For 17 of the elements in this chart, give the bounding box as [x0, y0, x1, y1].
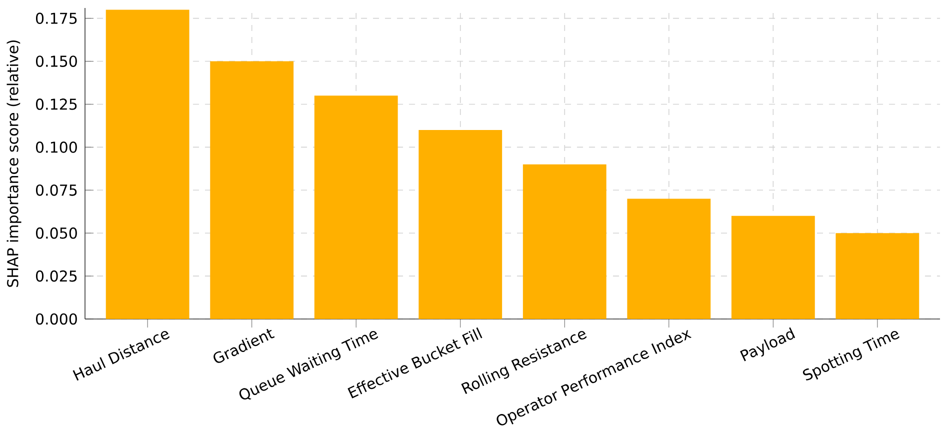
bar: [731, 216, 815, 319]
bar: [836, 233, 920, 319]
y-tick-label: 0.000: [36, 313, 77, 325]
y-tick-label: 0.050: [36, 227, 77, 239]
y-tick-label: 0.025: [36, 270, 77, 282]
y-tick-label: 0.075: [36, 184, 77, 196]
bar: [106, 10, 190, 319]
y-tick-label: 0.175: [36, 12, 77, 24]
bar: [522, 164, 606, 319]
bar: [314, 96, 398, 319]
bar: [418, 130, 502, 319]
y-tick-label: 0.100: [36, 142, 77, 153]
y-axis-title: SHAP importance score (relative): [6, 40, 22, 287]
y-tick-label: 0.150: [36, 56, 77, 67]
bar: [210, 61, 294, 319]
y-tick-label: 0.125: [36, 98, 77, 110]
bar: [627, 198, 711, 319]
